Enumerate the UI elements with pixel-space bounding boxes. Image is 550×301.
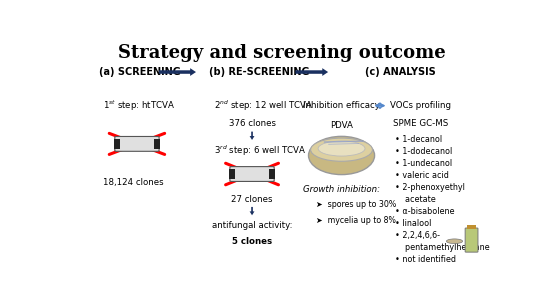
Text: • valeric acid: • valeric acid xyxy=(395,171,449,180)
Text: • α-bisabolene: • α-bisabolene xyxy=(395,207,454,216)
Text: • not identified: • not identified xyxy=(395,255,456,264)
Text: Strategy and screening outcome: Strategy and screening outcome xyxy=(118,44,446,62)
Text: • 2-phenoxyethyl: • 2-phenoxyethyl xyxy=(395,183,465,192)
FancyBboxPatch shape xyxy=(115,136,159,151)
Text: Growth inhibition:: Growth inhibition: xyxy=(303,185,380,194)
Bar xyxy=(269,169,275,179)
Bar xyxy=(114,139,120,149)
Text: pentamethylheptane: pentamethylheptane xyxy=(395,243,490,252)
Text: acetate: acetate xyxy=(395,195,436,204)
Ellipse shape xyxy=(309,136,375,175)
Text: 27 clones: 27 clones xyxy=(232,195,273,204)
Ellipse shape xyxy=(318,141,365,156)
Text: 3$^{rd}$ step: 6 well TCVA: 3$^{rd}$ step: 6 well TCVA xyxy=(213,144,306,158)
Text: 5 clones: 5 clones xyxy=(232,237,272,246)
Text: • 2,2,4,6,6-: • 2,2,4,6,6- xyxy=(395,231,440,240)
Text: • 1-undecanol: • 1-undecanol xyxy=(395,159,452,168)
Ellipse shape xyxy=(447,239,463,244)
Ellipse shape xyxy=(311,138,372,161)
Text: • 1-decanol: • 1-decanol xyxy=(395,135,442,144)
Bar xyxy=(229,169,235,179)
Text: Inhibition efficacy: Inhibition efficacy xyxy=(303,101,380,110)
FancyBboxPatch shape xyxy=(465,228,478,252)
Text: SPME GC-MS: SPME GC-MS xyxy=(393,119,448,128)
Text: • 1-dodecanol: • 1-dodecanol xyxy=(395,147,452,156)
Text: 2$^{nd}$ step: 12 well TCVA: 2$^{nd}$ step: 12 well TCVA xyxy=(213,98,313,113)
Text: • linalool: • linalool xyxy=(395,219,431,228)
Text: ➤  mycelia up to 8%: ➤ mycelia up to 8% xyxy=(316,216,396,225)
Text: (a) SCREENING: (a) SCREENING xyxy=(98,67,180,77)
Text: 376 clones: 376 clones xyxy=(229,119,276,128)
Text: VOCs profiling: VOCs profiling xyxy=(390,101,451,110)
Text: antifungal activity:: antifungal activity: xyxy=(212,221,292,230)
Text: PDVA: PDVA xyxy=(330,121,353,130)
Text: ➤  spores up to 30%: ➤ spores up to 30% xyxy=(316,200,396,209)
FancyBboxPatch shape xyxy=(230,167,274,182)
Text: 18,124 clones: 18,124 clones xyxy=(103,178,163,187)
Bar xyxy=(468,225,476,229)
Text: 1$^{st}$ step: htTCVA: 1$^{st}$ step: htTCVA xyxy=(103,98,175,113)
Text: (b) RE-SCREENING: (b) RE-SCREENING xyxy=(210,67,310,77)
Text: (c) ANALYSIS: (c) ANALYSIS xyxy=(365,67,436,77)
Bar xyxy=(154,139,160,149)
